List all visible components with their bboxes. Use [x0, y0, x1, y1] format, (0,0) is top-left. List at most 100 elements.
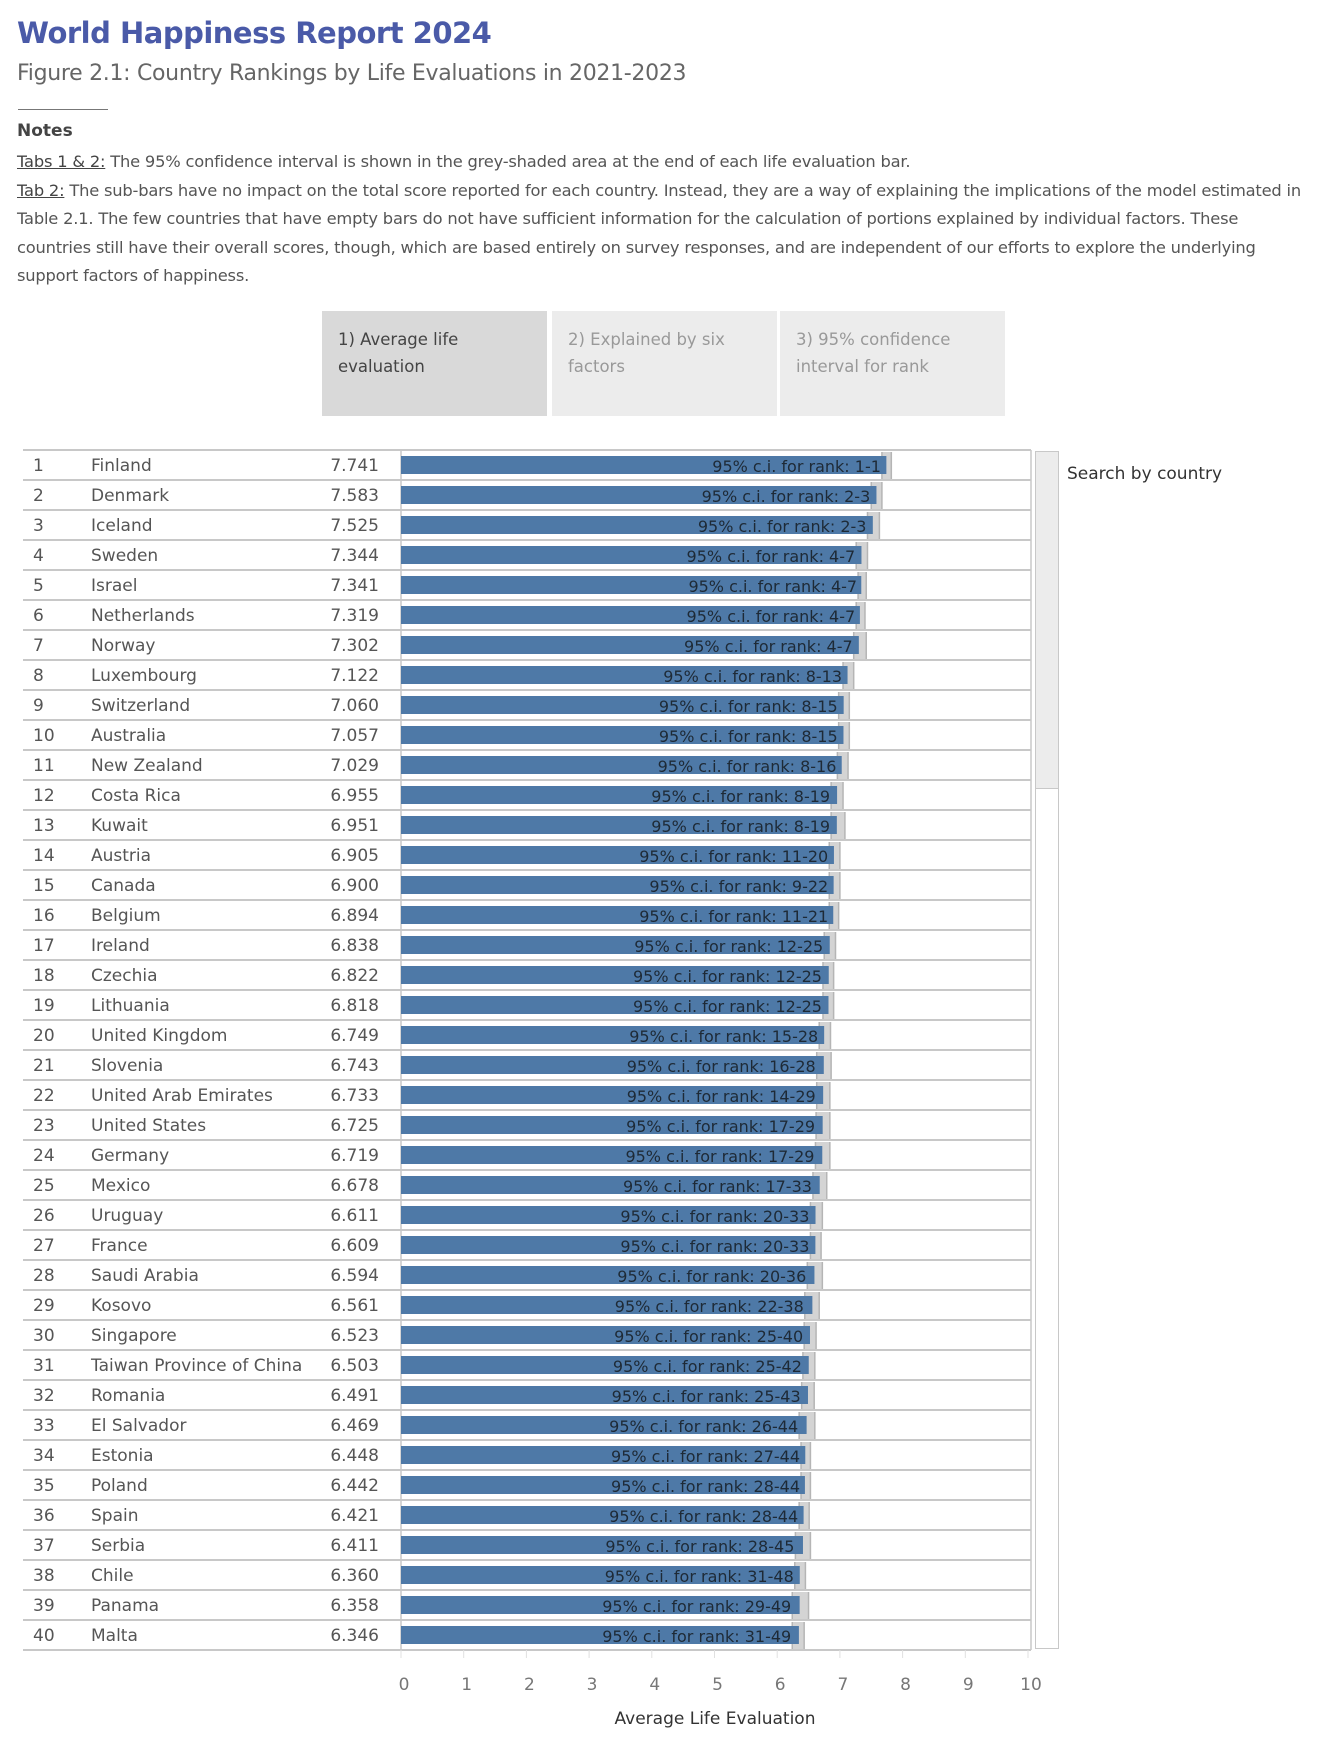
score-bar [401, 1596, 800, 1614]
country-cell: United Kingdom [91, 1026, 227, 1046]
score-cell: 6.611 [330, 1206, 379, 1226]
score-cell: 6.594 [330, 1266, 379, 1286]
rank-ci-label: 95% c.i. for rank: 25-40 [614, 1327, 803, 1346]
x-tick-label: 0 [399, 1675, 410, 1695]
score-cell: 6.346 [330, 1626, 379, 1646]
score-cell: 7.319 [330, 606, 379, 626]
country-cell: Iceland [91, 516, 153, 536]
tab-explained-by-six-factors[interactable]: 2) Explained by six factors [552, 311, 777, 416]
score-bar [401, 1386, 808, 1404]
scrollbar-thumb[interactable] [1035, 451, 1059, 789]
score-cell: 7.525 [330, 516, 379, 536]
country-cell: Kuwait [91, 816, 148, 836]
tab-average-life-evaluation[interactable]: 1) Average life evaluation [322, 311, 547, 416]
rank-cell: 38 [33, 1566, 55, 1586]
score-cell: 6.725 [330, 1116, 379, 1136]
country-cell: El Salvador [91, 1416, 186, 1436]
country-cell: Saudi Arabia [91, 1266, 199, 1286]
rank-ci-label: 95% c.i. for rank: 8-16 [658, 757, 837, 776]
rank-ci-label: 95% c.i. for rank: 15-28 [629, 1027, 818, 1046]
notes-body: Tabs 1 & 2: The 95% confidence interval … [17, 148, 1312, 291]
score-bar [401, 636, 859, 654]
score-cell: 6.469 [330, 1416, 379, 1436]
rank-ci-label: 95% c.i. for rank: 25-42 [613, 1357, 802, 1376]
rank-ci-label: 95% c.i. for rank: 4-7 [688, 577, 857, 596]
country-cell: France [91, 1236, 148, 1256]
rank-ci-label: 95% c.i. for rank: 17-29 [625, 1147, 814, 1166]
rank-cell: 28 [33, 1266, 55, 1286]
rank-cell: 25 [33, 1176, 55, 1196]
score-bar [401, 1536, 803, 1554]
country-cell: Costa Rica [91, 786, 181, 806]
rank-ci-label: 95% c.i. for rank: 31-49 [602, 1627, 791, 1646]
score-bar [401, 486, 877, 504]
tab-confidence-interval-for-rank[interactable]: 3) 95% confidence interval for rank [780, 311, 1005, 416]
score-bar [401, 456, 887, 474]
rank-cell: 8 [33, 666, 44, 686]
country-cell: Germany [91, 1146, 169, 1166]
rank-cell: 7 [33, 636, 44, 656]
rank-ci-label: 95% c.i. for rank: 9-22 [649, 877, 828, 896]
score-bar [401, 1116, 823, 1134]
country-cell: Serbia [91, 1536, 145, 1556]
country-cell: Romania [91, 1386, 165, 1406]
score-bar [401, 876, 834, 894]
search-by-country-label[interactable]: Search by country [1067, 464, 1223, 484]
confidence-interval-band [804, 1322, 817, 1349]
score-cell: 6.743 [330, 1056, 379, 1076]
rank-cell: 24 [33, 1146, 55, 1166]
score-bar [401, 1326, 810, 1344]
rank-ci-label: 95% c.i. for rank: 28-44 [609, 1507, 798, 1526]
score-cell: 7.583 [330, 486, 379, 506]
x-tick-label: 3 [587, 1675, 598, 1695]
country-cell: Sweden [91, 546, 158, 566]
score-cell: 6.719 [330, 1146, 379, 1166]
score-cell: 6.822 [330, 966, 379, 986]
score-cell: 6.818 [330, 996, 379, 1016]
score-bar [401, 1356, 809, 1374]
confidence-interval-band [837, 752, 849, 779]
rank-cell: 34 [33, 1446, 55, 1466]
rank-ci-label: 95% c.i. for rank: 8-15 [659, 727, 838, 746]
notes-tab12-label: Tabs 1 & 2: [17, 152, 106, 171]
score-cell: 6.678 [330, 1176, 379, 1196]
score-bar [401, 1176, 820, 1194]
rank-cell: 3 [33, 516, 44, 536]
country-cell: Israel [91, 576, 137, 596]
rank-ci-label: 95% c.i. for rank: 27-44 [611, 1447, 800, 1466]
score-cell: 6.491 [330, 1386, 379, 1406]
confidence-interval-band [838, 722, 850, 749]
rank-cell: 19 [33, 996, 55, 1016]
country-cell: Ireland [91, 936, 150, 956]
score-cell: 7.741 [330, 456, 379, 476]
report-title: World Happiness Report 2024 [17, 16, 492, 50]
score-bar [401, 1056, 824, 1074]
country-cell: Singapore [91, 1326, 177, 1346]
rank-cell: 16 [33, 906, 55, 926]
rank-ci-label: 95% c.i. for rank: 20-33 [620, 1237, 809, 1256]
score-cell: 6.421 [330, 1506, 379, 1526]
rank-ci-label: 95% c.i. for rank: 8-13 [663, 667, 842, 686]
rank-ci-label: 95% c.i. for rank: 28-45 [605, 1537, 794, 1556]
rank-ci-label: 95% c.i. for rank: 4-7 [684, 637, 853, 656]
country-cell: Uruguay [91, 1206, 163, 1226]
rank-ci-label: 95% c.i. for rank: 25-43 [612, 1387, 801, 1406]
rank-cell: 26 [33, 1206, 55, 1226]
x-tick-label: 9 [963, 1675, 974, 1695]
rank-ci-label: 95% c.i. for rank: 8-19 [651, 787, 830, 806]
score-bar [401, 996, 829, 1014]
rank-ci-label: 95% c.i. for rank: 1-1 [712, 457, 881, 476]
score-bar [401, 1506, 804, 1524]
rank-ci-label: 95% c.i. for rank: 12-25 [633, 997, 822, 1016]
confidence-interval-band [810, 1232, 822, 1259]
country-cell: Estonia [91, 1446, 154, 1466]
rank-cell: 32 [33, 1386, 55, 1406]
confidence-interval-band [856, 602, 865, 629]
score-bar [401, 1446, 806, 1464]
score-cell: 7.029 [330, 756, 379, 776]
score-bar [401, 1026, 825, 1044]
rank-cell: 10 [33, 726, 55, 746]
country-cell: Taiwan Province of China [90, 1356, 302, 1376]
rank-cell: 36 [33, 1506, 55, 1526]
